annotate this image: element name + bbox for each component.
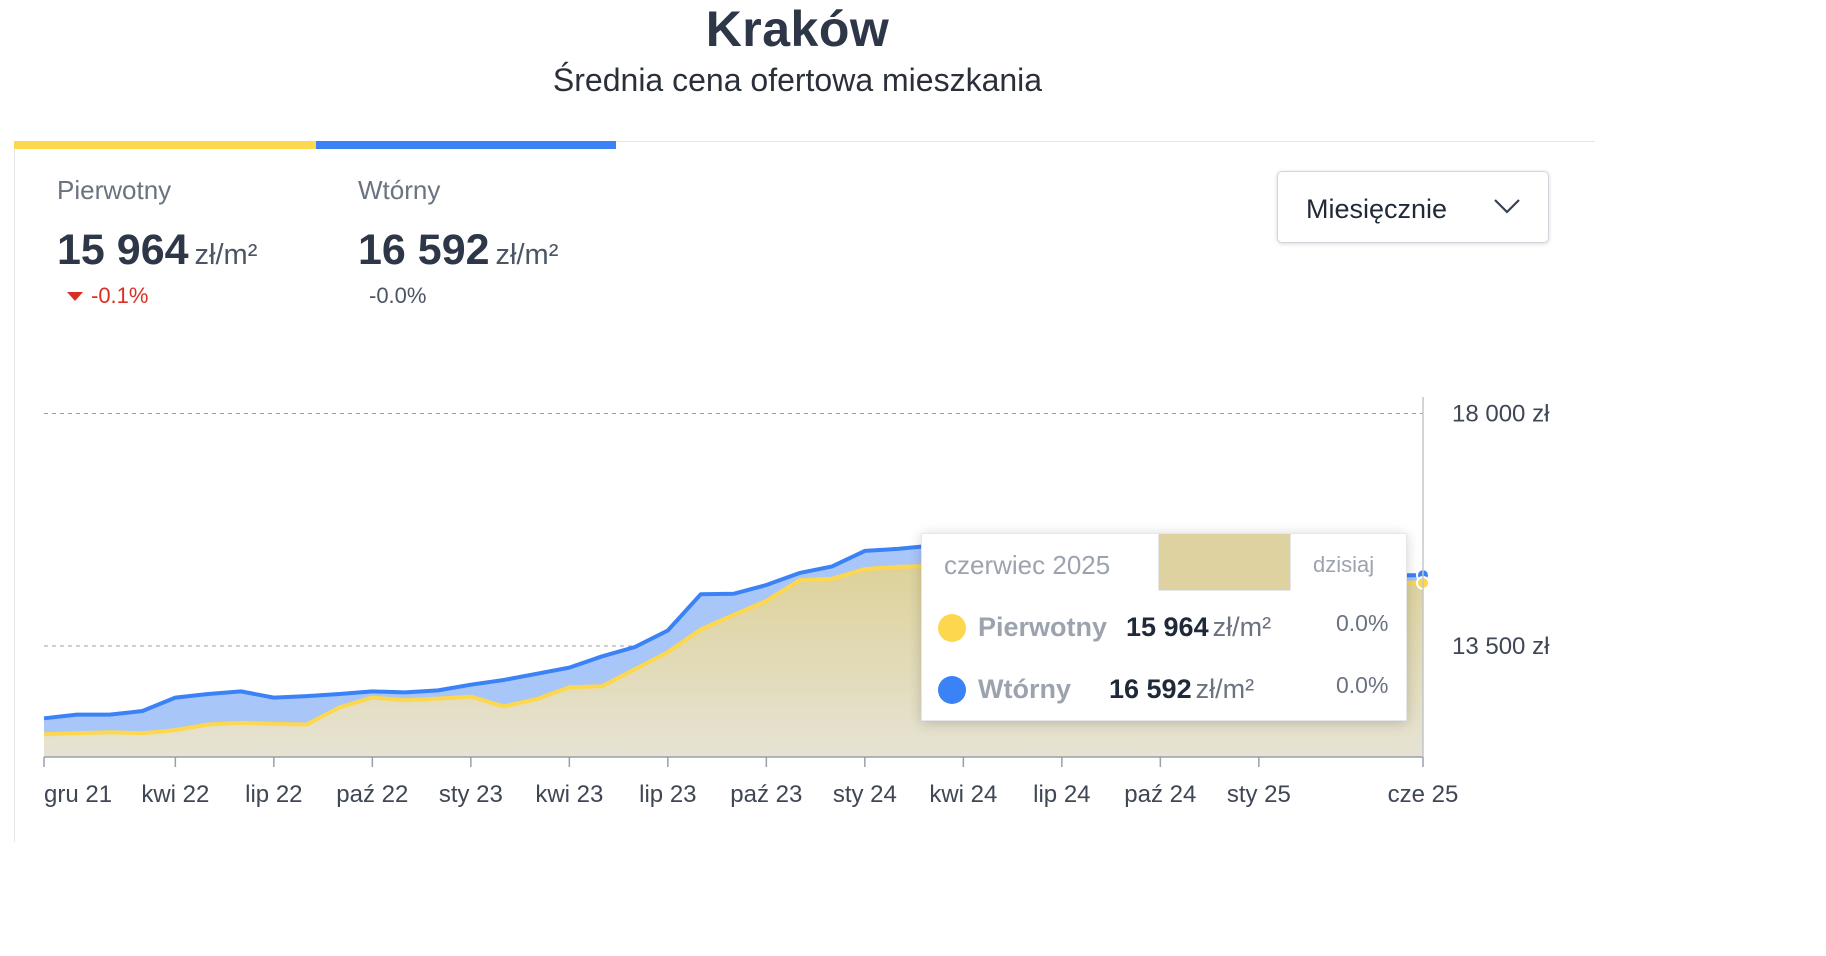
stat-change: -0.1% — [57, 283, 257, 309]
area-wtorny — [44, 539, 1423, 735]
tab-wtorny-indicator[interactable] — [316, 141, 616, 149]
x-tick-label: gru 21 — [44, 781, 112, 808]
x-tick-label: kwi 23 — [535, 781, 603, 808]
tooltip-date: czerwiec 2025 — [944, 550, 1111, 580]
arrow-down-icon — [67, 292, 83, 301]
stat-value: 16 592 zł/m² — [358, 226, 559, 274]
chart-tooltip: czerwiec 2025 dzisiaj Pierwotny 15 964 zł… — [921, 533, 1407, 721]
page-title: Kraków — [705, 1, 890, 57]
stat-change: -0.0% — [369, 283, 427, 308]
x-tick-label: sty 23 — [439, 781, 503, 808]
period-select-value: Miesięcznie — [1306, 194, 1448, 224]
x-tick-label: lip 24 — [1033, 781, 1090, 808]
x-tick-label: lip 23 — [639, 781, 696, 808]
page-subtitle: Średnia cena ofertowa mieszkania — [552, 62, 1043, 98]
y-tick-label: 13 500 zł — [1452, 633, 1550, 660]
x-tick-label: sty 25 — [1227, 781, 1291, 808]
x-tick-label: cze 25 — [1388, 781, 1459, 808]
stat-label: Pierwotny — [57, 175, 172, 205]
tooltip-today: dzisiaj — [1290, 534, 1407, 590]
stat-label: Wtórny — [358, 175, 441, 205]
tab-pierwotny-indicator[interactable] — [14, 141, 316, 149]
chevron-down-icon — [1494, 199, 1520, 214]
x-tick-label: sty 24 — [833, 781, 897, 808]
x-tick-label: paź 23 — [730, 781, 802, 808]
tooltip-row-wtorny: Wtórny 16 592 zł/m² 0.0% — [938, 672, 1398, 706]
tooltip-row-pierwotny: Pierwotny 15 964 zł/m² 0.0% — [938, 610, 1398, 644]
stat-pierwotny[interactable]: Pierwotny 15 964 zł/m² -0.1% — [57, 175, 257, 309]
x-tick-label: paź 24 — [1124, 781, 1196, 808]
stat-wtorny[interactable]: Wtórny 16 592 zł/m² -0.0% — [358, 175, 558, 309]
stat-value: 15 964 zł/m² — [57, 226, 258, 274]
x-tick-label: kwi 24 — [929, 781, 997, 808]
x-tick-label: kwi 22 — [141, 781, 209, 808]
legend-dot-icon — [938, 676, 966, 704]
y-tick-label: 18 000 zł — [1452, 401, 1550, 428]
x-tick-label: lip 22 — [245, 781, 302, 808]
period-select[interactable]: Miesięcznie — [1277, 171, 1549, 243]
legend-dot-icon — [938, 614, 966, 642]
x-tick-label: paź 22 — [336, 781, 408, 808]
